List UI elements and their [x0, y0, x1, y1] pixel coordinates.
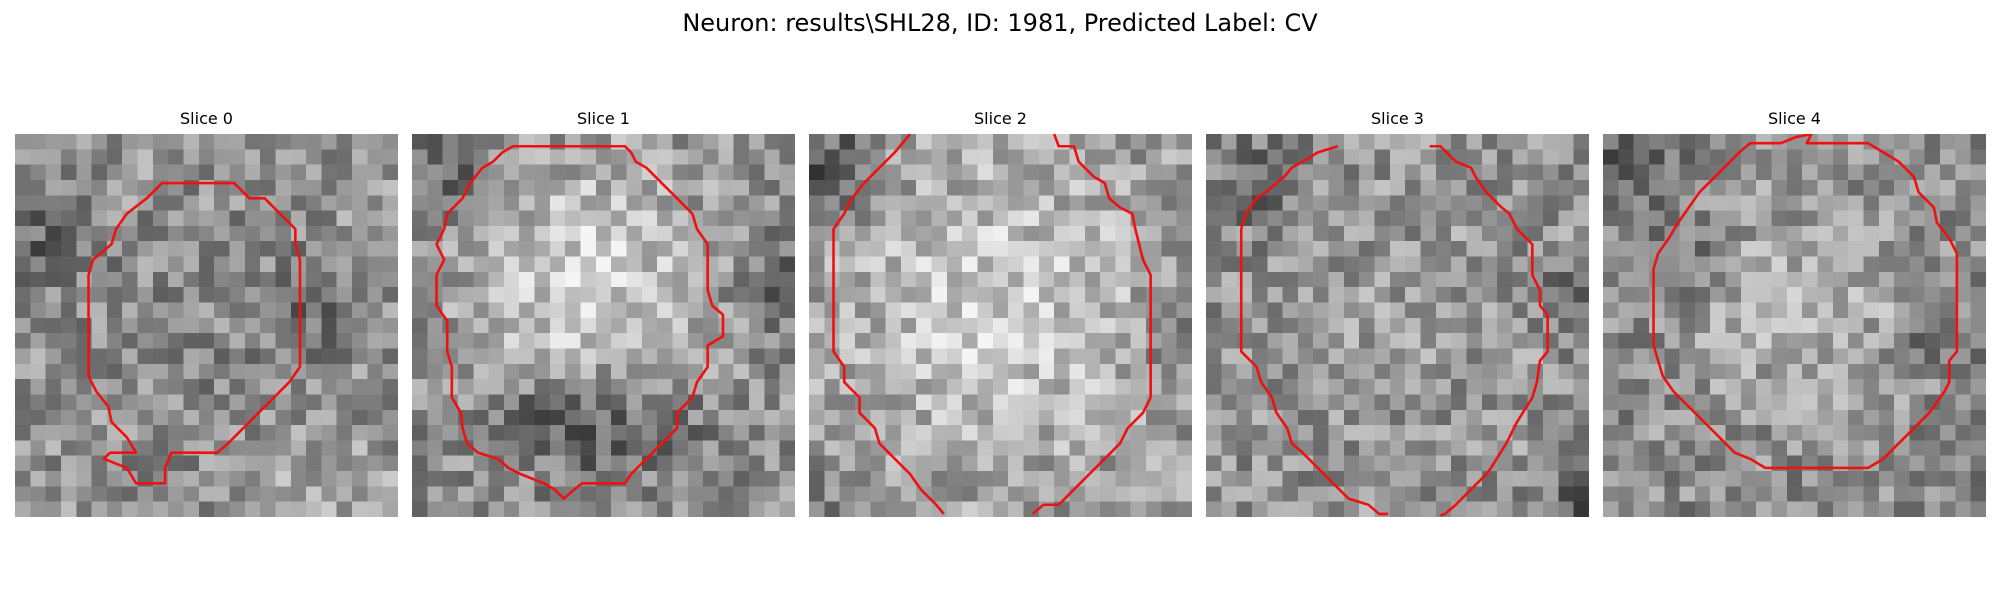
contour-line: [832, 134, 945, 515]
slice-panel-2: Slice 2: [809, 108, 1192, 520]
slice-image-3: [1206, 134, 1589, 517]
slice-image-1: [412, 134, 795, 517]
pixel-grid: [412, 134, 795, 517]
contour-line-secondary: [1429, 144, 1549, 517]
pixel-grid: [1206, 134, 1589, 517]
slice-title-1: Slice 1: [577, 109, 630, 128]
pixel-grid: [809, 134, 1192, 517]
slice-title-4: Slice 4: [1768, 109, 1821, 128]
slice-title-3: Slice 3: [1371, 109, 1424, 128]
pixel-grid: [1603, 134, 1986, 517]
slice-title-2: Slice 2: [974, 109, 1027, 128]
pixel-grid: [15, 134, 398, 517]
slice-image-2: [809, 134, 1192, 517]
slice-panel-1: Slice 1: [412, 108, 795, 520]
figure-title: Neuron: results\SHL28, ID: 1981, Predict…: [682, 9, 1318, 37]
contour-line: [1652, 134, 1959, 470]
slice-panel-3: Slice 3: [1206, 108, 1589, 520]
contour-line: [1239, 145, 1389, 516]
contour-line: [435, 144, 725, 500]
slice-title-0: Slice 0: [180, 109, 233, 128]
slice-image-0: [15, 134, 398, 517]
slice-panel-4: Slice 4: [1603, 108, 1986, 520]
slice-image-4: [1603, 134, 1986, 517]
contour-line: [87, 181, 302, 485]
contour-line-secondary: [1031, 134, 1152, 515]
slice-panel-0: Slice 0: [15, 108, 398, 520]
